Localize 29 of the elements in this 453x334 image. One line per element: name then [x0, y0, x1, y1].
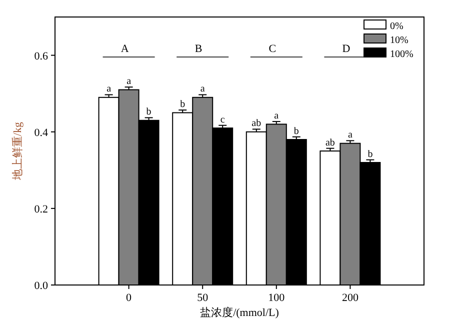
legend-label: 100% [390, 49, 414, 60]
data-label: a [274, 110, 280, 122]
data-label: c [220, 114, 226, 126]
annotation: A [120, 43, 129, 55]
data-label: ab [325, 137, 335, 148]
x-tick-label: 50 [197, 292, 209, 304]
x-tick-label: 100 [268, 292, 286, 304]
y-tick-label: 0.6 [34, 50, 48, 62]
data-label: a [106, 84, 112, 95]
data-label: a [348, 130, 353, 141]
y-tick-label: 0.4 [34, 126, 48, 139]
annotation: B [194, 43, 202, 55]
data-label: a [126, 76, 132, 88]
y-tick-label: 0.2 [34, 203, 48, 216]
annotation: D [342, 43, 350, 55]
x-tick-label: 0 [126, 292, 132, 304]
legend-label: 0% [390, 21, 404, 32]
data-label: b [146, 106, 152, 118]
legend-label: 10% [390, 35, 408, 46]
y-tick-label: 0.0 [34, 280, 48, 292]
y-axis-title: 地上鲜重/kg [11, 121, 24, 182]
data-label: b [294, 126, 299, 137]
data-label: ab [252, 118, 262, 130]
data-label: b [368, 148, 373, 160]
annotation: C [268, 43, 276, 55]
data-label: a [200, 84, 206, 95]
x-tick-label: 200 [342, 292, 359, 304]
data-label: b [180, 99, 186, 110]
x-axis-title: 盐浓度/(mmol/L) [200, 306, 280, 319]
